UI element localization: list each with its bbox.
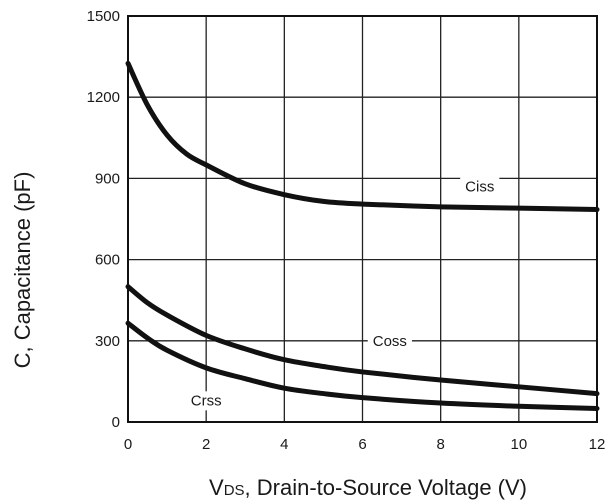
grid [127, 15, 598, 423]
series-label-crss: Crss [185, 391, 227, 411]
x-axis-title: VDS, Drain-to-Source Voltage (V) [209, 475, 527, 500]
tick-labels: 0 2 4 6 8 10 12 0 300 600 900 1200 1500 [87, 8, 606, 453]
x-axis-title-rest: , Drain-to-Source Voltage (V) [245, 475, 527, 500]
y-tick-label: 1200 [87, 89, 120, 106]
y-tick-label: 900 [95, 170, 120, 187]
series-label-background [460, 177, 500, 197]
curves [125, 60, 600, 411]
x-tick-label: 2 [202, 436, 210, 453]
x-tick-label: 10 [510, 436, 527, 453]
y-tick-label: 0 [112, 414, 120, 431]
curve-labels: Ciss Coss Crss [185, 177, 500, 411]
series-label-text: Coss [373, 333, 407, 350]
y-axis-title: C, Capacitance (pF) [10, 172, 35, 369]
series-label-coss: Coss [367, 331, 412, 351]
y-tick-label: 300 [95, 333, 120, 350]
plot-frame [127, 15, 598, 423]
series-label-background [185, 391, 227, 411]
x-tick-label: 0 [124, 436, 132, 453]
series-label-background [367, 331, 412, 351]
series-label-ciss: Ciss [460, 177, 500, 197]
series-line-coss [125, 284, 600, 397]
x-tick-label: 12 [589, 436, 606, 453]
x-axis-title-prefix: V [209, 475, 224, 500]
x-tick-label: 8 [436, 436, 444, 453]
series-line-crss [125, 320, 600, 411]
y-tick-label: 1500 [87, 8, 120, 25]
series-label-text: Ciss [465, 179, 494, 196]
y-tick-label: 600 [95, 252, 120, 269]
x-tick-label: 6 [358, 436, 366, 453]
series-label-text: Crss [191, 392, 222, 409]
x-tick-label: 4 [280, 436, 288, 453]
series-line-ciss [125, 60, 600, 213]
x-axis-title-subscript: DS [224, 482, 245, 499]
